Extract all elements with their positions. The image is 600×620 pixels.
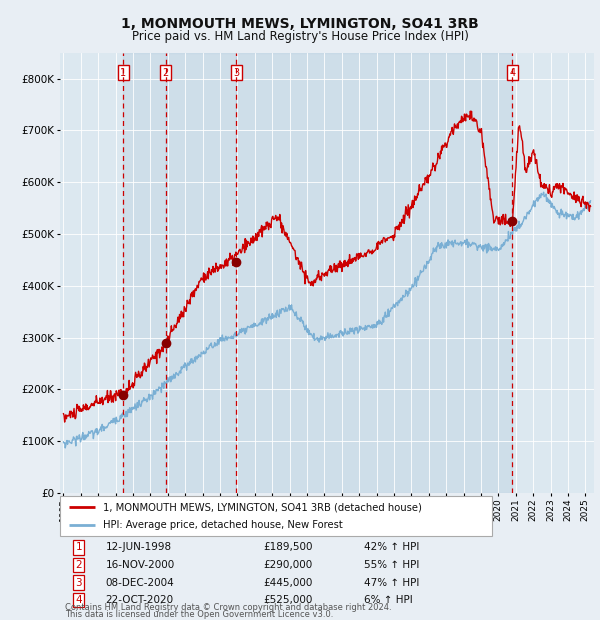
Text: £290,000: £290,000 [263,560,312,570]
Text: 2: 2 [163,68,169,78]
Text: 4: 4 [76,595,82,605]
Text: 6% ↑ HPI: 6% ↑ HPI [364,595,413,605]
Bar [236,53,512,493]
Text: 12-JUN-1998: 12-JUN-1998 [106,542,172,552]
Text: 55% ↑ HPI: 55% ↑ HPI [364,560,420,570]
Text: 1: 1 [76,542,82,552]
Text: 3: 3 [233,68,239,78]
Bar [124,53,166,493]
FancyBboxPatch shape [60,496,492,536]
Text: 42% ↑ HPI: 42% ↑ HPI [364,542,420,552]
Text: Price paid vs. HM Land Registry's House Price Index (HPI): Price paid vs. HM Land Registry's House … [131,30,469,43]
Text: £525,000: £525,000 [263,595,312,605]
Text: HPI: Average price, detached house, New Forest: HPI: Average price, detached house, New … [103,520,343,530]
Text: 2: 2 [76,560,82,570]
Text: 1, MONMOUTH MEWS, LYMINGTON, SO41 3RB: 1, MONMOUTH MEWS, LYMINGTON, SO41 3RB [121,17,479,32]
Text: 22-OCT-2020: 22-OCT-2020 [106,595,173,605]
Text: 1, MONMOUTH MEWS, LYMINGTON, SO41 3RB (detached house): 1, MONMOUTH MEWS, LYMINGTON, SO41 3RB (d… [103,502,422,512]
Text: 4: 4 [509,68,515,78]
Text: £189,500: £189,500 [263,542,313,552]
Text: 16-NOV-2000: 16-NOV-2000 [106,560,175,570]
Text: £445,000: £445,000 [263,578,312,588]
Bar [166,53,236,493]
Text: 47% ↑ HPI: 47% ↑ HPI [364,578,420,588]
Text: 3: 3 [76,578,82,588]
Text: 1: 1 [121,68,127,78]
Text: 08-DEC-2004: 08-DEC-2004 [106,578,174,588]
Text: Contains HM Land Registry data © Crown copyright and database right 2024.: Contains HM Land Registry data © Crown c… [65,603,392,612]
Text: This data is licensed under the Open Government Licence v3.0.: This data is licensed under the Open Gov… [65,609,334,619]
